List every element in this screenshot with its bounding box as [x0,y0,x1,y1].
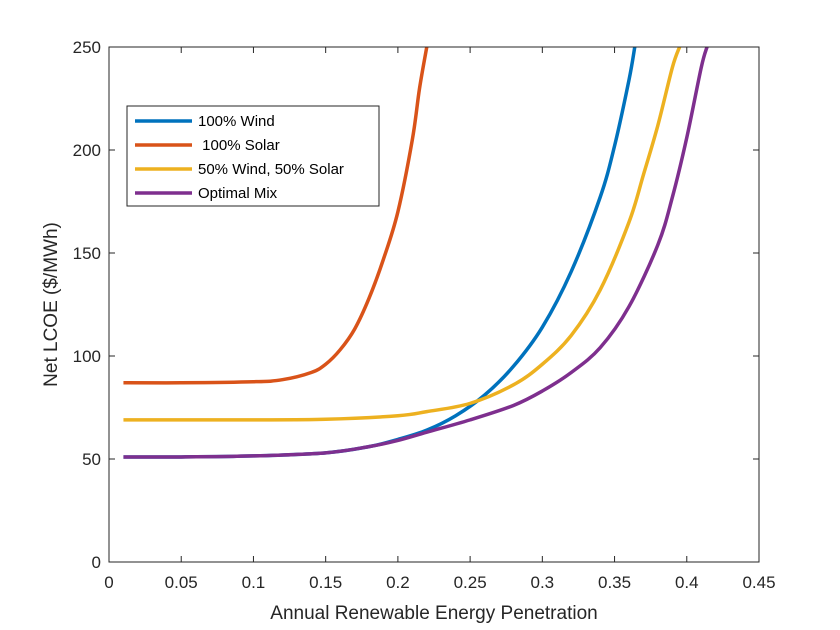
x-tick-label: 0.1 [242,573,266,592]
y-tick-label: 150 [73,244,101,263]
legend-label: 50% Wind, 50% Solar [198,161,344,178]
x-axis-ticks: 0 0.05 0.1 0.15 0.2 0.25 0.3 0.35 0.4 0.45 [104,47,776,592]
x-tick-label: 0 [104,573,113,592]
y-tick-label: 50 [82,450,101,469]
y-tick-label: 100 [73,347,101,366]
series-line-3 [123,47,682,422]
plot-border [108,46,760,563]
series-line-2 [123,47,429,385]
x-axis-title: Annual Renewable Energy Penetration [270,603,597,624]
x-tick-label: 0.4 [675,573,699,592]
legend-label: 100% Wind [198,113,275,130]
y-axis-ticks: 0 50 100 150 200 250 [73,38,759,572]
y-axis-title: Net LCOE ($/MWh) [41,222,62,387]
y-tick-label: 200 [73,141,101,160]
legend-label: Optimal Mix [198,185,278,202]
series-line-4 [123,47,709,459]
x-tick-label: 0.05 [165,573,198,592]
x-tick-label: 0.25 [454,573,487,592]
x-tick-label: 0.15 [309,573,342,592]
legend-label: 100% Solar [198,137,280,154]
x-tick-label: 0.3 [531,573,555,592]
series-layer [123,47,709,459]
legend: 100% Wind 100% Solar 50% Wind, 50% Solar O… [126,105,380,207]
y-tick-label: 0 [92,553,101,572]
y-tick-label: 250 [73,38,101,57]
x-tick-label: 0.2 [386,573,410,592]
x-tick-label: 0.45 [742,573,775,592]
x-tick-label: 0.35 [598,573,631,592]
